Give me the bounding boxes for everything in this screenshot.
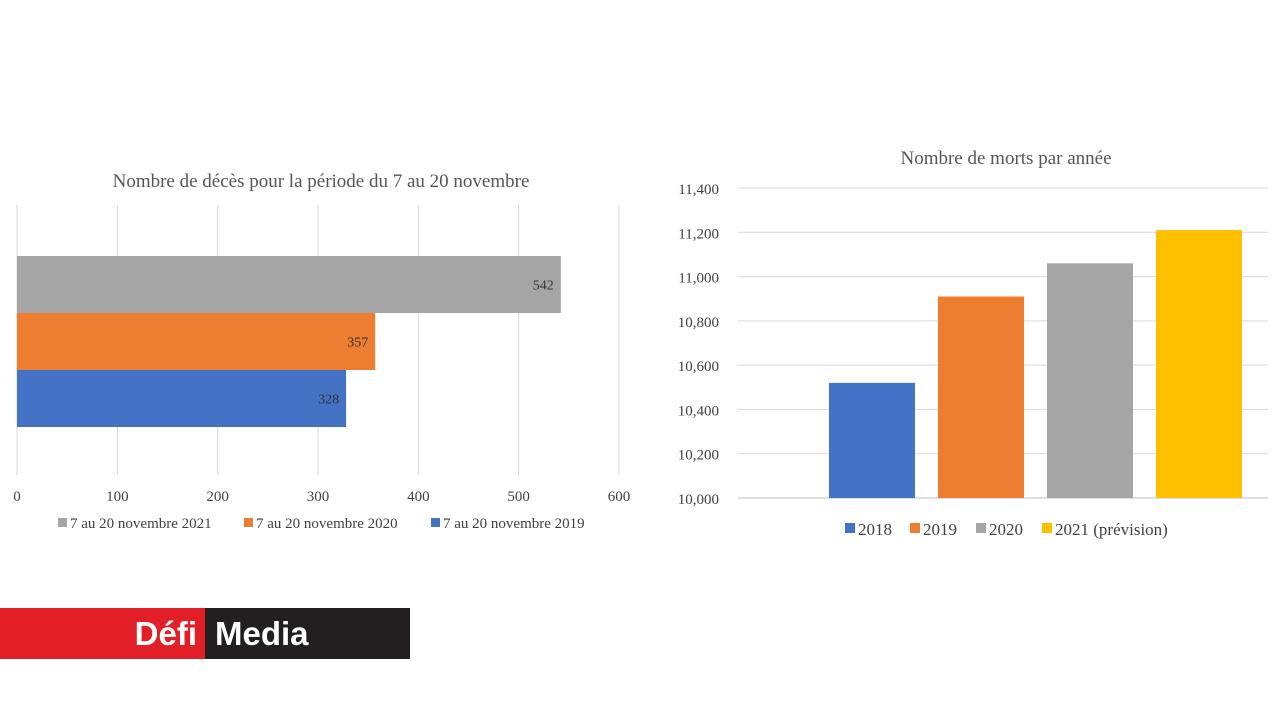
logo-media: Media xyxy=(205,608,410,659)
chart1-tick-label: 400 xyxy=(407,489,430,505)
chart2-tick-label: 10,200 xyxy=(678,448,719,464)
chart2-tick-label: 11,000 xyxy=(678,271,719,287)
chart2-legend-swatch xyxy=(845,523,855,533)
chart1-legend-swatch xyxy=(431,518,440,527)
chart2-bar xyxy=(1047,263,1133,498)
chart1-legend-label: 7 au 20 novembre 2019 xyxy=(443,516,585,532)
chart2-tick-label: 10,600 xyxy=(678,359,719,375)
chart2-legend-swatch xyxy=(910,523,920,533)
chart2-tick-label: 10,800 xyxy=(678,315,719,331)
chart2-legend-label: 2021 (prévision) xyxy=(1055,520,1168,539)
chart2-bar xyxy=(938,296,1024,498)
chart2-legend-swatch xyxy=(1042,523,1052,533)
chart1-bar xyxy=(17,313,376,370)
chart1-data-label: 328 xyxy=(318,393,339,408)
chart1-tick-label: 100 xyxy=(106,489,129,505)
chart2-legend-swatch xyxy=(976,523,986,533)
chart2-legend-label: 2018 xyxy=(858,520,892,539)
chart2-title: Nombre de morts par année xyxy=(900,148,1111,169)
chart-deces-novembre: Nombre de décès pour la période du 7 au … xyxy=(13,171,630,532)
chart1-tick-label: 500 xyxy=(507,489,530,505)
chart-morts-par-annee: Nombre de morts par année 10,000 10,200 10… xyxy=(678,148,1268,539)
chart1-title: Nombre de décès pour la période du 7 au … xyxy=(113,171,530,192)
chart2-tick-label: 11,400 xyxy=(678,182,719,198)
chart2-tick-label: 10,000 xyxy=(678,492,719,508)
defi-media-logo: Défi Media xyxy=(0,608,410,659)
chart2-legend-label: 2019 xyxy=(923,520,957,539)
chart1-legend-label: 7 au 20 novembre 2020 xyxy=(256,516,398,532)
logo-defi: Défi xyxy=(0,608,205,659)
chart2-legend-label: 2020 xyxy=(989,520,1023,539)
chart1-tick-label: 0 xyxy=(13,489,21,505)
chart1-tick-label: 200 xyxy=(206,489,229,505)
chart1-data-label: 542 xyxy=(533,279,554,294)
chart1-tick-label: 300 xyxy=(307,489,330,505)
chart1-tick-label: 600 xyxy=(608,489,631,505)
chart2-tick-label: 10,400 xyxy=(678,403,719,419)
chart1-legend-label: 7 au 20 novembre 2021 xyxy=(70,516,212,532)
chart2-bar xyxy=(1156,230,1242,499)
chart1-bar xyxy=(17,370,347,427)
chart1-data-label: 357 xyxy=(347,336,368,351)
chart2-bar xyxy=(829,382,915,498)
chart1-legend-swatch xyxy=(58,518,67,527)
chart2-tick-label: 11,200 xyxy=(678,226,719,242)
chart1-legend-swatch xyxy=(244,518,253,527)
chart1-bar xyxy=(17,256,561,313)
